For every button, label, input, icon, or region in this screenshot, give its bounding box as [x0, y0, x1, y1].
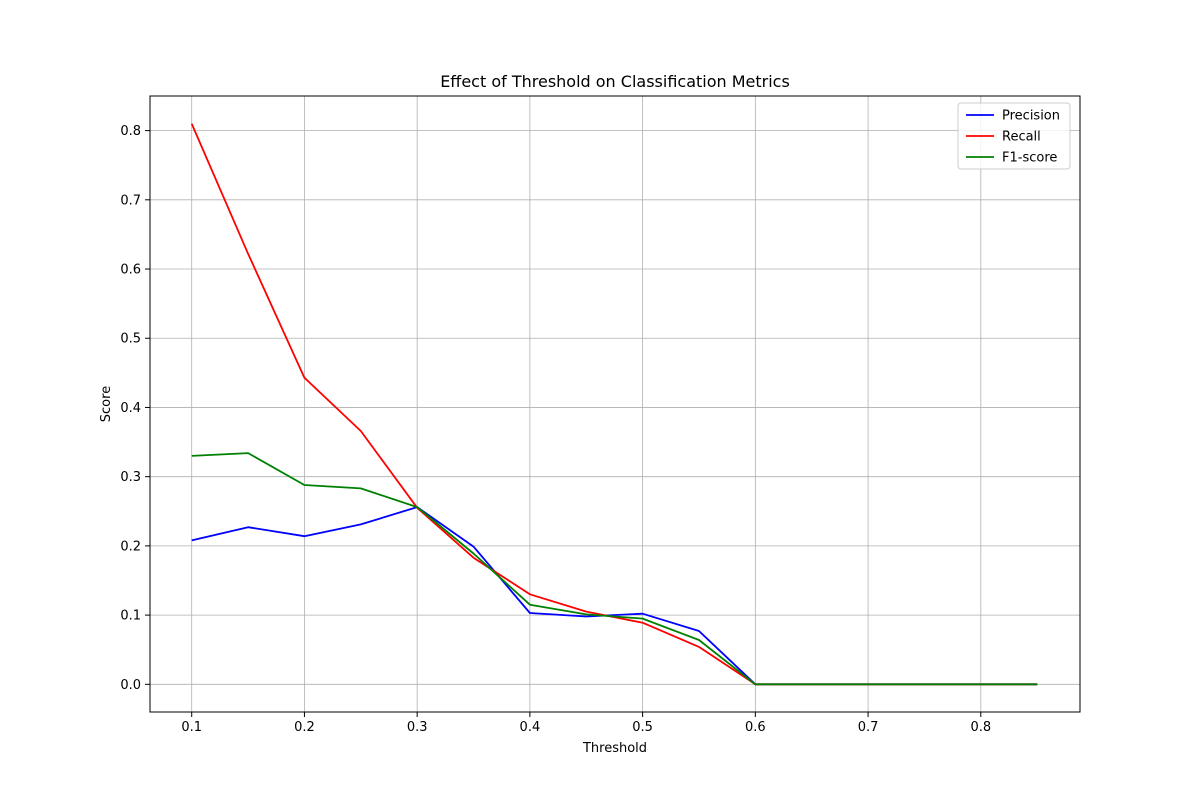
y-axis-ticks: 0.0 0.1 0.2 0.3 0.4 0.5 0.6 0.7 0.8 — [120, 124, 150, 693]
x-tick-label: 0.4 — [520, 720, 541, 735]
x-tick-label: 0.2 — [294, 720, 315, 735]
y-tick-label: 0.0 — [120, 678, 141, 693]
legend-label: Recall — [1002, 130, 1041, 145]
y-tick-label: 0.4 — [120, 401, 141, 416]
y-tick-label: 0.7 — [120, 193, 141, 208]
x-tick-label: 0.7 — [858, 720, 879, 735]
x-tick-label: 0.1 — [181, 720, 202, 735]
y-axis-label: Score — [99, 386, 114, 422]
x-tick-label: 0.8 — [970, 720, 991, 735]
y-tick-label: 0.2 — [120, 539, 141, 554]
x-tick-label: 0.5 — [632, 720, 653, 735]
y-tick-label: 0.5 — [120, 332, 141, 347]
legend: Precision Recall F1-score — [957, 102, 1071, 170]
y-tick-label: 0.3 — [120, 470, 141, 485]
legend-label: F1-score — [1002, 151, 1057, 166]
chart-title: Effect of Threshold on Classification Me… — [440, 72, 790, 91]
legend-label: Precision — [1002, 109, 1060, 124]
series-line-f1-score — [191, 452, 1038, 686]
x-tick-label: 0.6 — [745, 720, 766, 735]
x-axis-label: Threshold — [582, 741, 647, 756]
y-tick-label: 0.8 — [120, 124, 141, 139]
y-tick-label: 0.1 — [120, 609, 141, 624]
x-tick-label: 0.3 — [407, 720, 428, 735]
series-lines — [190, 123, 1038, 686]
legend-box — [957, 102, 1071, 170]
plot-area-frame — [149, 95, 1081, 713]
x-axis-ticks: 0.1 0.2 0.3 0.4 0.5 0.6 0.7 0.8 — [181, 712, 991, 735]
y-tick-label: 0.6 — [120, 263, 141, 278]
